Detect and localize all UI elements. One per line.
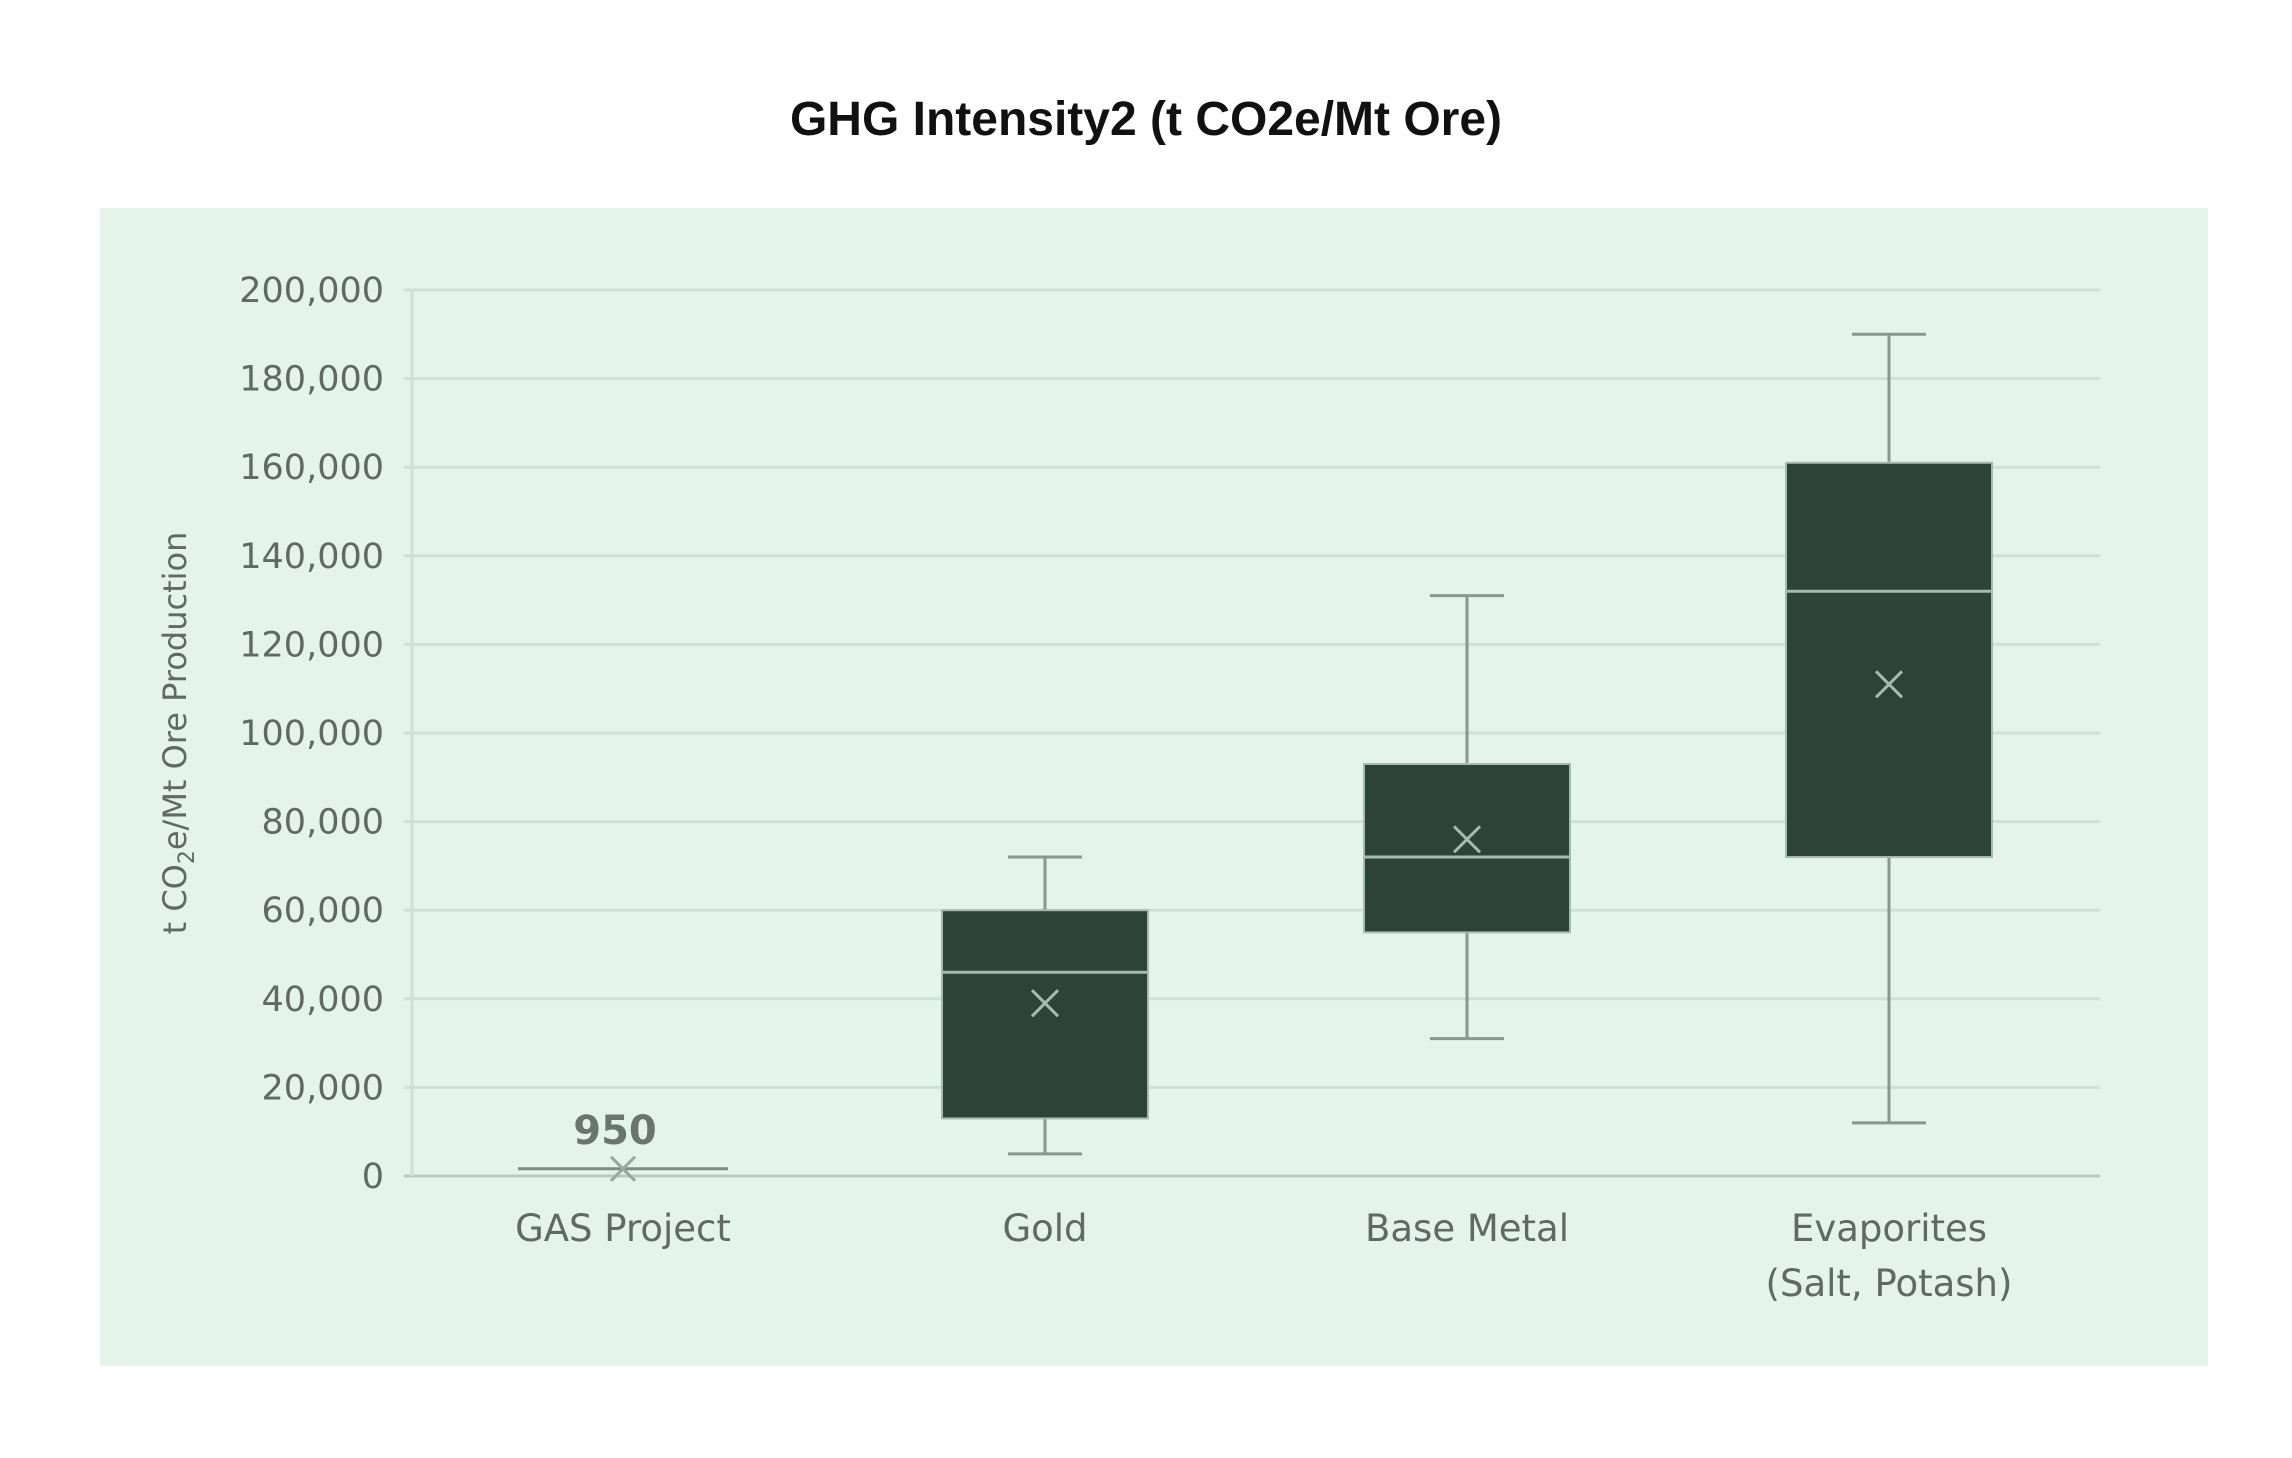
y-tick-label: 200,000 [239,271,384,311]
x-category-label: (Salt, Potash) [1766,1262,2013,1305]
mean-marker [609,1155,637,1182]
box-base-metal [1363,594,1571,1041]
y-tick-label: 20,000 [262,1068,384,1108]
y-axis-title-suffix: e/Mt Ore Production [156,532,194,851]
y-axis-title-prefix: t CO [156,864,194,934]
x-axis-labels: GAS Project Gold Base Metal Evaporites (Salt… [515,1207,2012,1305]
mean-marker [1452,825,1482,854]
box-gold [941,855,1149,1156]
mean-marker [1874,670,1904,699]
x-category-label: Base Metal [1365,1207,1569,1250]
y-tick-label: 80,000 [262,803,384,843]
x-category-label: Gold [1002,1207,1087,1250]
iqr-box [941,909,1149,1120]
boxes: 950 [518,332,1993,1182]
y-tick-label: 60,000 [262,891,384,931]
chart-title: GHG Intensity2 (t CO2e/Mt Ore) [789,93,1503,146]
y-axis-title: t CO2e/Mt Ore Production [156,532,200,935]
box-plot: 0 20,000 40,000 60,000 80,000 100,000 120,000 1… [156,271,2100,1305]
x-category-label: GAS Project [515,1207,731,1250]
iqr-box [1363,763,1571,934]
iqr-box [1785,461,1993,859]
chart-panel: 0 20,000 40,000 60,000 80,000 100,000 120,000 1… [100,208,2208,1366]
x-category-label: Evaporites [1791,1207,1987,1250]
y-axis-title-subscript: 2 [175,850,200,864]
box-gas-project: 950 [518,1108,728,1182]
y-axis-ticks: 0 20,000 40,000 60,000 80,000 100,000 120,000 1… [239,271,384,1197]
y-tick-label: 140,000 [239,537,384,577]
box-evaporites [1785,332,1993,1125]
data-label: 950 [573,1108,657,1154]
mean-marker [1030,989,1060,1018]
y-tick-label: 160,000 [239,448,384,488]
y-tick-label: 120,000 [239,625,384,665]
y-tick-label: 0 [362,1157,384,1197]
y-tick-label: 180,000 [239,360,384,400]
y-tick-label: 40,000 [262,980,384,1020]
y-tick-label: 100,000 [239,714,384,754]
gridlines [404,288,2100,1178]
